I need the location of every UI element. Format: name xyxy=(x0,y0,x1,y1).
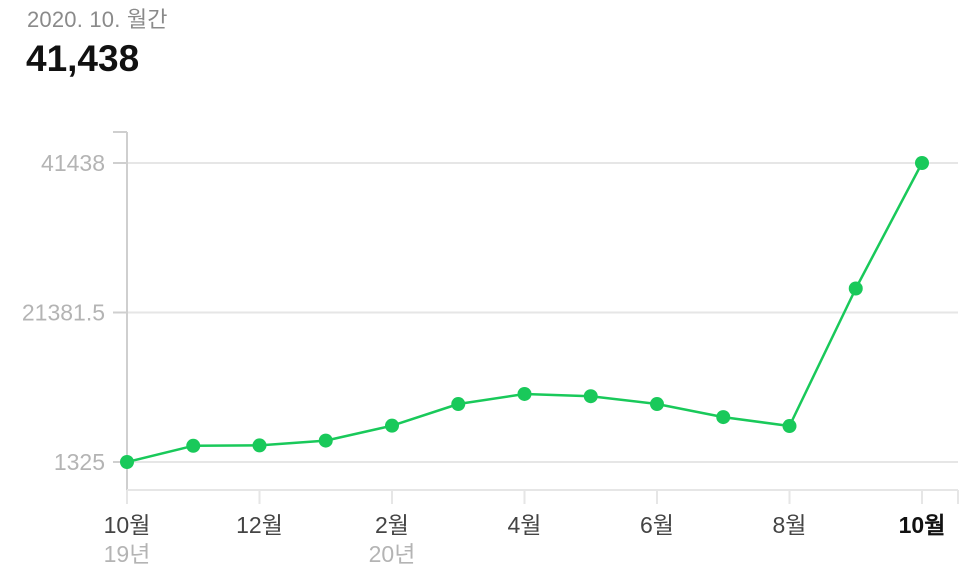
x-tick-label: 6월 xyxy=(640,512,674,538)
x-tick-label: 10월 xyxy=(104,512,151,538)
period-label: 2020. 10. 월간 xyxy=(27,7,168,32)
data-point[interactable] xyxy=(517,386,532,401)
x-tick-sublabel: 19년 xyxy=(104,541,151,567)
data-point[interactable] xyxy=(318,433,333,448)
x-tick-label: 10월 xyxy=(899,512,946,538)
data-point[interactable] xyxy=(650,397,664,412)
x-tick-label: 4월 xyxy=(508,512,542,538)
y-tick-label: 41438 xyxy=(41,150,105,176)
data-point[interactable] xyxy=(451,397,466,412)
data-point[interactable] xyxy=(915,156,929,170)
total-value: 41,438 xyxy=(26,38,140,79)
y-tick-label: 1325 xyxy=(54,449,105,475)
data-point[interactable] xyxy=(252,438,267,453)
x-tick-label: 12월 xyxy=(236,512,283,538)
data-point[interactable] xyxy=(716,410,731,425)
tick-labels-layer: 1325 21381.5 41438 10월 19년 12월 2월 20년 4월 6월 8월 10월 xyxy=(22,150,946,567)
data-point[interactable] xyxy=(385,418,399,433)
y-tick-label: 21381.5 xyxy=(22,300,105,326)
data-point[interactable] xyxy=(120,455,134,469)
x-tick-sublabel: 20년 xyxy=(369,541,416,567)
x-tick-label: 8월 xyxy=(773,512,807,538)
grid-layer xyxy=(127,162,958,463)
data-point[interactable] xyxy=(186,438,201,453)
x-tick-label: 2월 xyxy=(375,512,409,538)
data-point[interactable] xyxy=(782,419,797,434)
data-point[interactable] xyxy=(583,389,598,404)
axis-layer xyxy=(113,131,959,504)
data-point[interactable] xyxy=(848,281,863,296)
points-layer xyxy=(120,156,929,469)
